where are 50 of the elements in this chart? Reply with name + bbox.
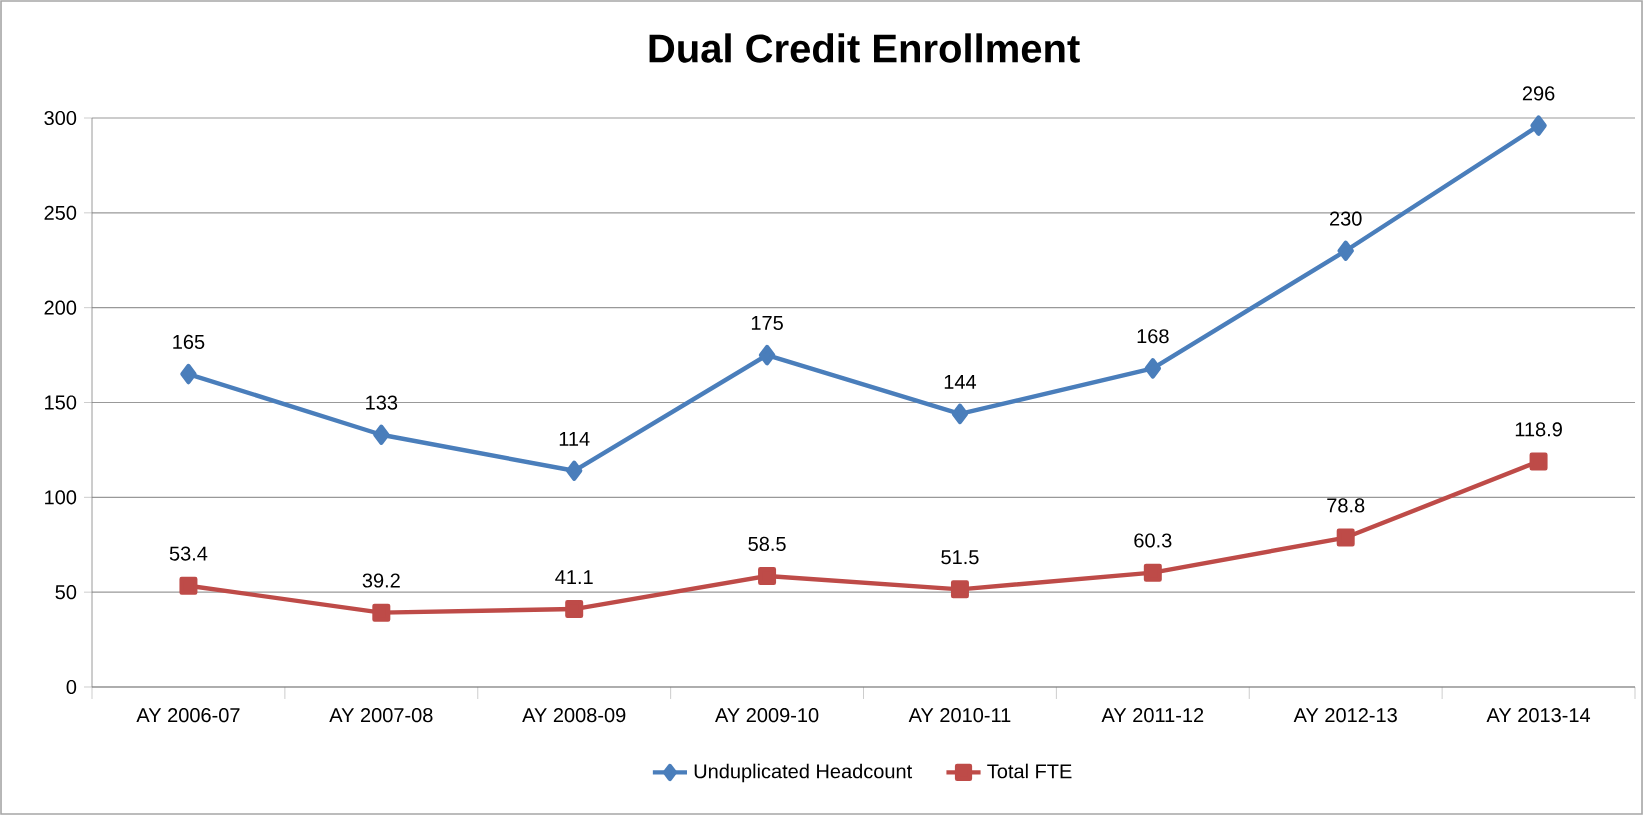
- point: [372, 603, 391, 622]
- data-label: 78.8: [1327, 498, 1365, 513]
- point: [758, 567, 777, 586]
- x-tick-label: AY 2009-10: [715, 708, 819, 723]
- x-tick-label: AY 2013-14: [1486, 708, 1591, 723]
- y-tick-label: 300: [44, 110, 77, 126]
- legend-label: Total FTE: [987, 763, 1072, 779]
- point: [1336, 528, 1355, 547]
- data-label: 168: [1137, 329, 1169, 344]
- point: [180, 363, 197, 385]
- point: [1143, 563, 1162, 582]
- y-tick-label: 100: [45, 490, 77, 505]
- y-tick-label: 150: [45, 395, 77, 410]
- y-tick-label: 200: [44, 300, 77, 315]
- x-tick-label: AY 2007-08: [329, 708, 433, 723]
- y-tick-label: 250: [44, 205, 77, 220]
- data-label: 133: [366, 395, 398, 410]
- point: [1529, 452, 1548, 471]
- data-label: 144: [944, 375, 977, 389]
- data-label: 39.2: [362, 573, 400, 588]
- point: [1530, 115, 1547, 136]
- data-label: 296: [1522, 86, 1555, 101]
- x-tick-label: AY 2012-13: [1293, 708, 1397, 723]
- point: [566, 460, 583, 481]
- legend-label: Unduplicated Headcount: [694, 763, 913, 783]
- data-label: 230: [1330, 211, 1362, 226]
- point: [565, 600, 584, 619]
- data-label: 114: [559, 431, 590, 446]
- data-label: 58.5: [748, 536, 786, 551]
- data-label: 53.4: [169, 546, 208, 561]
- point: [373, 424, 390, 445]
- point: [1144, 358, 1162, 379]
- data-label: 118.9: [1515, 422, 1562, 437]
- point: [950, 580, 969, 599]
- y-tick-label: 50: [55, 585, 77, 600]
- x-tick-label: AY 2011-12: [1101, 708, 1204, 723]
- x-tick-label: AY 2006-07: [136, 708, 240, 723]
- y-tick-label: 0: [66, 679, 77, 695]
- x-tick-label: AY 2008-09: [522, 708, 626, 723]
- data-label: 165: [173, 334, 205, 349]
- point: [179, 576, 198, 595]
- point: [758, 344, 776, 366]
- data-label: 51.5: [941, 550, 979, 565]
- point: [1337, 240, 1354, 261]
- data-label: 41.1: [555, 570, 593, 584]
- chart-title: Dual Credit Enrollment: [649, 33, 1080, 63]
- x-tick-label: AY 2010-11: [908, 708, 1011, 723]
- data-label: 60.3: [1134, 533, 1172, 548]
- data-label: 175: [751, 316, 783, 331]
- point: [951, 403, 969, 425]
